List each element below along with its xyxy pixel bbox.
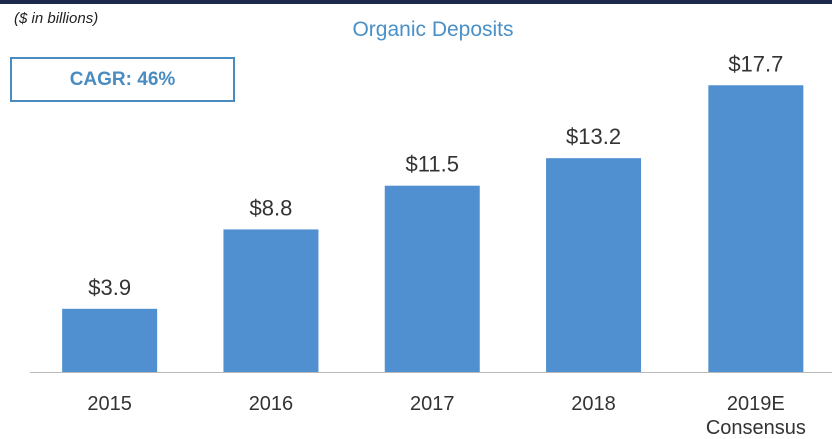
x-tick-label: 2015 — [87, 393, 132, 415]
x-tick-label: 2016 — [248, 393, 294, 415]
x-tick-label: 2017 — [410, 393, 455, 415]
value-label: $11.5 — [406, 152, 459, 177]
bar — [546, 158, 642, 372]
top-bar — [0, 0, 832, 4]
value-label: $8.8 — [250, 195, 293, 220]
bar — [62, 308, 158, 372]
chart-title: Organic Deposits — [352, 18, 514, 41]
subtitle: ($ in billions) — [14, 10, 99, 27]
value-label: $3.9 — [88, 275, 131, 300]
bar — [708, 85, 804, 372]
bar — [384, 185, 480, 372]
value-label: $13.2 — [566, 124, 621, 149]
x-tick-label: 2019E Consensus — [705, 393, 806, 439]
x-tick-label: 2018 — [571, 393, 616, 415]
cagr-box: CAGR: 46% — [10, 57, 235, 102]
value-label: $17.7 — [728, 51, 783, 76]
bar — [223, 229, 319, 372]
